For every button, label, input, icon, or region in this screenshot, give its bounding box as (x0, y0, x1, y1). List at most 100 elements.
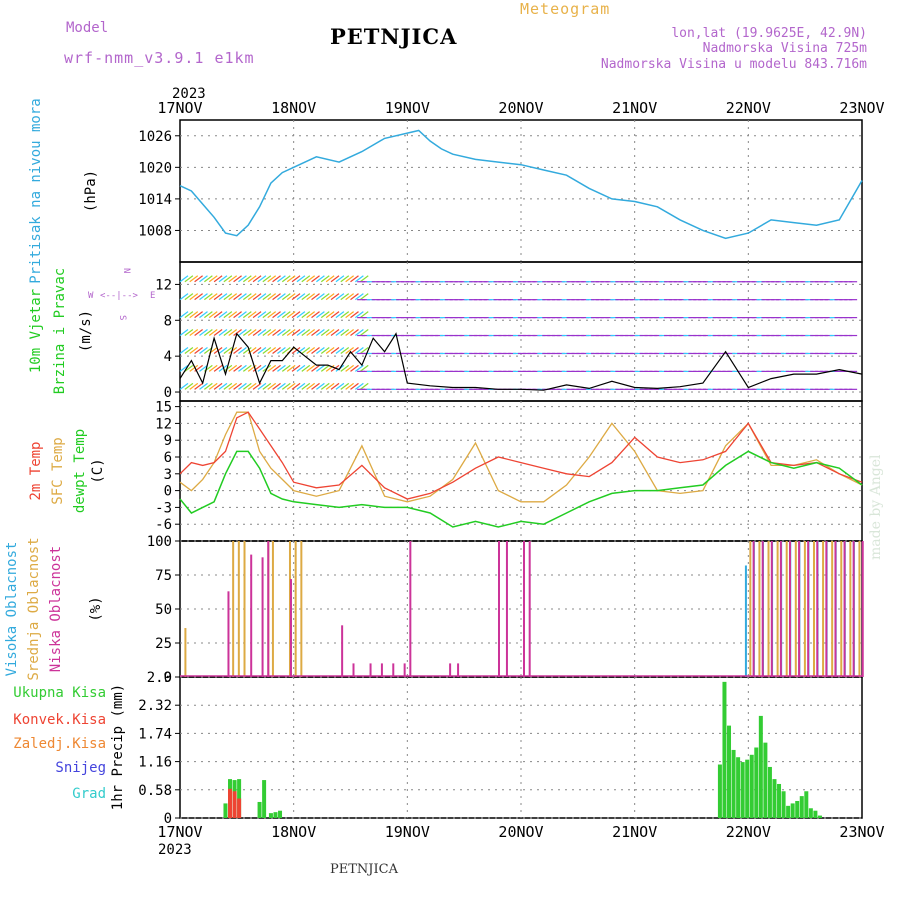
wind-arrow (208, 364, 218, 372)
wind-arrow (355, 382, 364, 390)
pressure-unit-label: (hPa) (83, 170, 99, 212)
precip-total-bar (749, 754, 754, 818)
wind-arrow (277, 364, 286, 372)
wind-arrow (194, 293, 203, 301)
wind-arrow (281, 275, 291, 283)
wind-arrow (296, 364, 306, 372)
low-cloud-bar (497, 541, 500, 677)
wind-arrow (218, 364, 228, 372)
mid-cloud-bar (822, 541, 825, 677)
wind-arrow (184, 329, 194, 337)
wind-arrow (189, 311, 199, 319)
wind-arrow (179, 346, 189, 354)
wind-arrow (262, 275, 272, 283)
mid-cloud-bar (300, 541, 303, 677)
low-cloud-bar (852, 541, 855, 677)
wind-arrow (350, 364, 359, 372)
wind-arrow (301, 275, 311, 283)
low-cloud-bar (761, 541, 764, 677)
wind-arrow (267, 364, 277, 372)
wind-arrow (335, 293, 345, 301)
precip-total-bar (262, 780, 267, 818)
wind-arrow (291, 382, 301, 390)
wind-arrow (184, 293, 194, 301)
wind-arrow (359, 311, 369, 319)
wind-arrow (228, 364, 238, 372)
wind-arrow (203, 275, 213, 283)
wind-arrow (291, 293, 301, 301)
wind-arrow (218, 275, 228, 283)
year-label-top: 2023 (172, 86, 206, 102)
precip-total-bar (777, 783, 782, 818)
wind-arrow (228, 275, 238, 283)
day-label-bottom: 20NOV (498, 823, 543, 841)
year-label-bottom: 2023 (158, 842, 192, 858)
wind-arrow (252, 275, 262, 283)
y-tick-label: 100 (147, 534, 172, 550)
day-label-top: 18NOV (271, 99, 316, 117)
wind-arrow (355, 346, 364, 354)
wind-arrow (238, 346, 247, 354)
low-cloud-bar (752, 541, 755, 677)
wind-arrow (262, 346, 272, 354)
wind-arrow (238, 293, 247, 301)
y-tick-label: 1020 (138, 160, 172, 176)
y-tick-label: 3 (164, 467, 172, 483)
wind-arrow (189, 329, 199, 337)
mid-cloud-bar (749, 541, 752, 677)
high-cloud-axis-label: Visoka Oblacnost (4, 542, 20, 677)
compass-e: E (150, 291, 155, 301)
wind-arrow (345, 311, 354, 319)
wind-arrow (199, 364, 208, 372)
y-tick-label: 12 (155, 416, 172, 432)
mid-cloud-bar (232, 541, 235, 677)
wind-arrow (335, 311, 345, 319)
day-label-top: 20NOV (498, 99, 543, 117)
wind-arrow (335, 275, 345, 283)
precip-total-bar (781, 791, 786, 818)
mid-cloud-bar (831, 541, 834, 677)
wind-arrow (208, 275, 218, 283)
wind-arrow (247, 329, 257, 337)
wind-arrow (257, 329, 267, 337)
wind-arrow (277, 382, 286, 390)
wind-arrow (301, 311, 311, 319)
precip-total-bar (786, 805, 791, 818)
day-label-top: 19NOV (385, 99, 430, 117)
wind-arrow (311, 329, 320, 337)
pressure-line (179, 129, 863, 240)
wind-arrow (213, 293, 223, 301)
wind-arrow (277, 311, 286, 319)
precip-legend-item: Konvek.Kisa (13, 712, 106, 728)
precip-total-bar (717, 764, 722, 818)
wind-arrow (330, 311, 340, 319)
wind-arrow (238, 329, 247, 337)
wind-arrow (262, 293, 272, 301)
wind-arrow (330, 275, 340, 283)
wind-arrow (281, 364, 291, 372)
wind-arrow (286, 311, 296, 319)
wind-arrow (247, 311, 257, 319)
wind-arrow (257, 311, 267, 319)
wind-arrow (311, 293, 320, 301)
y-tick-label: 1008 (138, 223, 172, 239)
precip-total-bar (740, 762, 745, 818)
wind-arrow (277, 329, 286, 337)
y-tick-label: 0 (164, 484, 172, 500)
mid-cloud-bar (794, 541, 797, 677)
y-tick-label: 4 (164, 349, 172, 365)
wind-arrow (213, 329, 223, 337)
y-tick-label: -6 (155, 517, 172, 533)
precip-total-bar (754, 747, 759, 818)
wind-arrow (257, 275, 267, 283)
mid-cloud-bar (758, 541, 761, 677)
wind-arrow (184, 364, 194, 372)
wind-arrow (330, 346, 340, 354)
wind-arrow (179, 293, 189, 301)
day-label-top: 17NOV (157, 99, 202, 117)
wind-arrow (330, 329, 340, 337)
wind-arrow (281, 382, 291, 390)
wind-arrow (199, 275, 208, 283)
wind-arrow (345, 293, 354, 301)
coords-label: lon,lat (19.9625E, 42.9N) (671, 26, 867, 41)
